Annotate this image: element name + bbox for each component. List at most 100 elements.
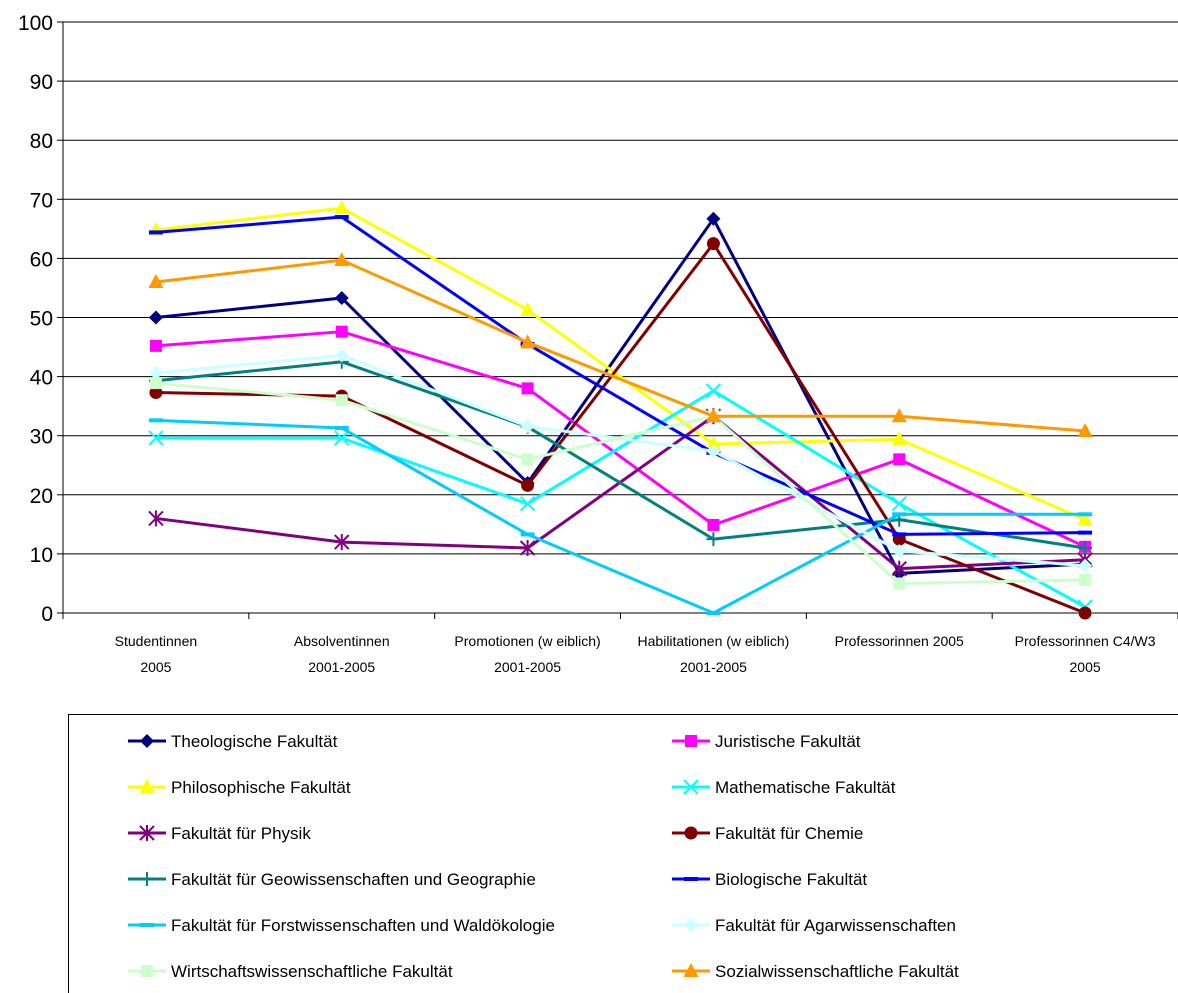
legend: Theologische Fakultät Juristische Fakultä… — [68, 714, 1178, 993]
y-tick-label: 40 — [30, 367, 53, 390]
data-point — [1078, 606, 1092, 620]
data-point — [334, 430, 350, 446]
y-tick-label: 70 — [30, 189, 53, 212]
data-point — [891, 560, 907, 577]
data-point — [149, 339, 162, 352]
legend-label: Juristische Fakultät — [715, 732, 861, 751]
legend-marker — [141, 965, 153, 977]
series-4 — [148, 383, 1093, 615]
y-tick-label: 80 — [30, 130, 53, 153]
data-point — [519, 495, 536, 512]
data-point — [1077, 422, 1093, 437]
series-9 — [148, 418, 1093, 615]
data-point — [1078, 540, 1093, 555]
legend-marker — [140, 923, 154, 927]
data-point — [335, 394, 348, 407]
legend-box — [68, 714, 1178, 993]
data-point — [1078, 530, 1093, 535]
x-tick-label: Promotionen (w eiblich) 2001-2005 — [454, 633, 600, 675]
series-12 — [148, 252, 1093, 437]
data-point — [148, 366, 163, 381]
legend-label: Philosophische Fakultät — [171, 778, 351, 797]
data-point — [891, 495, 907, 512]
series-2 — [149, 325, 1092, 553]
data-point — [707, 518, 720, 531]
legend-item: Mathematische Fakultät — [672, 778, 896, 797]
data-point — [1078, 558, 1093, 573]
series-line — [155, 242, 1086, 615]
data-point — [148, 230, 163, 235]
legend-item: Juristische Fakultät — [672, 732, 861, 751]
x-tick-label: Professorinnen C4/W3 2005 — [1015, 633, 1156, 675]
data-point — [149, 386, 163, 400]
series-line — [155, 330, 1086, 549]
legend-label: Theologische Fakultät — [171, 732, 338, 751]
data-point — [706, 237, 720, 251]
data-point — [706, 211, 721, 226]
series-line — [155, 389, 1086, 609]
legend-item: Fakultät für Agarwissenschaften — [672, 916, 956, 935]
legend-marker — [139, 825, 155, 841]
legend-label: Mathematische Fakultät — [715, 778, 896, 797]
x-tick-label: Studentinnen 2005 — [115, 633, 198, 675]
data-point — [892, 543, 907, 558]
data-point — [706, 444, 721, 459]
series-line — [155, 258, 1086, 433]
data-point — [705, 408, 721, 423]
legend-item: Wirtschaftswissenschaftliche Fakultät — [128, 962, 453, 981]
legend-item: Biologische Fakultät — [672, 870, 867, 889]
data-point — [706, 611, 721, 615]
legend-item: Fakultät für Physik — [128, 824, 311, 843]
series-line — [155, 381, 1086, 585]
data-point — [334, 348, 349, 363]
legend-marker — [683, 963, 699, 977]
series-line — [155, 418, 1086, 615]
legend-item: Sozialwissenschaftliche Fakultät — [672, 962, 959, 981]
data-point — [893, 577, 906, 590]
legend-item: Theologische Fakultät — [128, 732, 338, 751]
series-5 — [148, 408, 1093, 577]
legend-label: Fakultät für Forstwissenschaften und Wal… — [171, 916, 555, 935]
data-point — [891, 431, 907, 446]
data-point — [520, 334, 536, 349]
data-point — [1079, 573, 1092, 586]
legend-label: Biologische Fakultät — [715, 870, 867, 889]
data-point — [148, 430, 164, 446]
data-point — [1077, 511, 1093, 526]
data-point — [521, 382, 534, 395]
data-point — [148, 418, 163, 423]
legend-label: Fakultät für Physik — [171, 824, 311, 843]
series-6 — [149, 237, 1092, 620]
data-point — [521, 478, 535, 492]
y-tick-label: 60 — [30, 248, 53, 271]
y-tick-label: 20 — [30, 485, 53, 508]
data-point — [334, 290, 349, 305]
data-point — [334, 252, 350, 267]
data-point — [148, 310, 163, 325]
data-point — [519, 539, 536, 556]
legend-marker — [684, 918, 698, 932]
y-tick-label: 10 — [30, 544, 53, 567]
data-point — [1078, 512, 1093, 517]
axes: 0 10 20 30 40 50 60 70 80 90 100 Studentinnen 2005 Ab… — [18, 12, 1178, 675]
legend-marker — [684, 826, 698, 840]
x-tick-label: Habilitationen (w eiblich) 2001-2005 — [638, 633, 790, 675]
series-line — [155, 215, 1086, 536]
data-point — [148, 274, 164, 289]
legend-marker — [685, 735, 697, 747]
data-point — [335, 325, 348, 338]
legend-label: Sozialwissenschaftliche Fakultät — [715, 962, 959, 981]
data-point — [148, 510, 164, 527]
data-point — [520, 532, 535, 537]
data-point — [520, 301, 536, 316]
legend-item: Fakultät für Chemie — [672, 824, 863, 843]
x-tick-label: Absolventinnen 2001-2005 — [294, 633, 390, 675]
series-11 — [149, 377, 1092, 590]
series-lines — [148, 200, 1093, 620]
data-point — [149, 377, 162, 390]
legend-marker — [683, 779, 699, 795]
legend-label: Fakultät für Chemie — [715, 824, 863, 843]
legend-label: Fakultät für Geowissenschaften und Geogr… — [171, 870, 536, 889]
gridlines — [63, 21, 1178, 555]
